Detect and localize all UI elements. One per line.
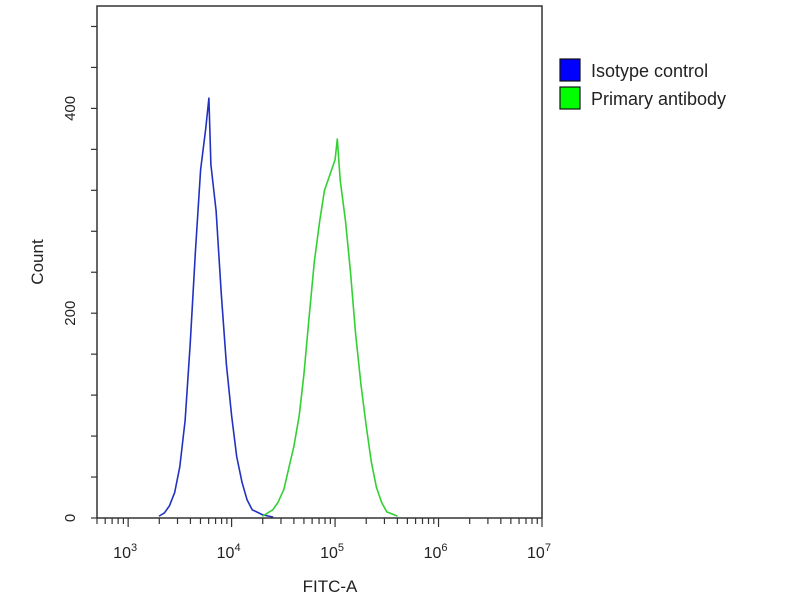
data-point bbox=[262, 515, 264, 517]
data-point bbox=[344, 220, 347, 222]
data-point bbox=[355, 333, 357, 335]
x-tick-base: 10 bbox=[113, 545, 131, 562]
data-point bbox=[329, 174, 331, 176]
data-point bbox=[375, 486, 378, 488]
data-point bbox=[179, 466, 181, 468]
data-point bbox=[205, 128, 207, 130]
x-tick-exponent: 7 bbox=[545, 542, 551, 554]
data-point bbox=[241, 481, 243, 483]
y-tick-label: 200 bbox=[62, 301, 79, 326]
data-point bbox=[231, 415, 233, 417]
x-tick-base: 10 bbox=[320, 545, 338, 562]
x-tick-base: 10 bbox=[217, 545, 235, 562]
data-point bbox=[208, 97, 210, 99]
data-point bbox=[189, 343, 191, 345]
data-point bbox=[334, 159, 336, 161]
data-point bbox=[287, 471, 289, 473]
data-point bbox=[303, 374, 305, 376]
data-point bbox=[339, 179, 341, 181]
x-tick-exponent: 4 bbox=[234, 542, 240, 554]
series-line-1 bbox=[262, 138, 398, 517]
data-point bbox=[313, 261, 315, 263]
data-point bbox=[168, 505, 171, 507]
data-point bbox=[236, 455, 238, 458]
data-point bbox=[319, 220, 321, 222]
data-point bbox=[225, 363, 228, 365]
x-tick-base: 10 bbox=[424, 545, 442, 562]
data-point bbox=[158, 515, 160, 517]
x-tick-label: 106 bbox=[424, 542, 448, 562]
legend-label: Isotype control bbox=[591, 61, 708, 81]
data-point bbox=[277, 502, 279, 504]
data-point bbox=[298, 415, 300, 417]
data-point bbox=[396, 515, 398, 517]
x-tick-label: 103 bbox=[113, 542, 137, 562]
x-tick-label: 105 bbox=[320, 542, 344, 562]
data-point bbox=[272, 509, 274, 511]
legend: Isotype control Primary antibody bbox=[559, 58, 726, 110]
x-tick-base: 10 bbox=[527, 545, 545, 562]
data-point bbox=[251, 509, 253, 511]
data-point bbox=[184, 420, 186, 422]
data-point bbox=[220, 292, 222, 294]
x-axis-label: FITC-A bbox=[303, 577, 358, 596]
plot-area bbox=[158, 97, 398, 518]
data-point bbox=[163, 512, 165, 514]
data-point bbox=[246, 498, 248, 501]
data-point bbox=[370, 461, 372, 463]
x-tick-exponent: 6 bbox=[441, 542, 447, 554]
data-point bbox=[210, 164, 212, 166]
data-point bbox=[360, 384, 362, 386]
series-line-0 bbox=[158, 97, 273, 518]
x-tick-label: 107 bbox=[527, 542, 551, 562]
data-point bbox=[365, 425, 367, 427]
legend-label: Primary antibody bbox=[591, 89, 726, 109]
data-point bbox=[336, 138, 338, 140]
data-point bbox=[283, 488, 285, 490]
data-point bbox=[308, 317, 310, 319]
y-tick-label: 400 bbox=[62, 96, 79, 121]
legend-swatch bbox=[559, 58, 581, 82]
data-point bbox=[293, 445, 295, 447]
data-point bbox=[386, 511, 388, 513]
legend-swatch bbox=[559, 86, 581, 110]
data-point bbox=[349, 271, 352, 273]
y-tick-label: 0 bbox=[62, 514, 79, 522]
plot-frame bbox=[96, 5, 543, 519]
data-point bbox=[199, 169, 202, 171]
data-point bbox=[194, 251, 197, 253]
x-tick-exponent: 3 bbox=[131, 542, 137, 554]
data-point bbox=[381, 502, 383, 504]
data-point bbox=[215, 210, 217, 212]
data-point bbox=[174, 491, 176, 493]
x-tick-exponent: 5 bbox=[338, 542, 344, 554]
data-point bbox=[323, 189, 326, 191]
x-tick-label: 104 bbox=[217, 542, 241, 562]
y-axis-label: Count bbox=[28, 239, 47, 285]
